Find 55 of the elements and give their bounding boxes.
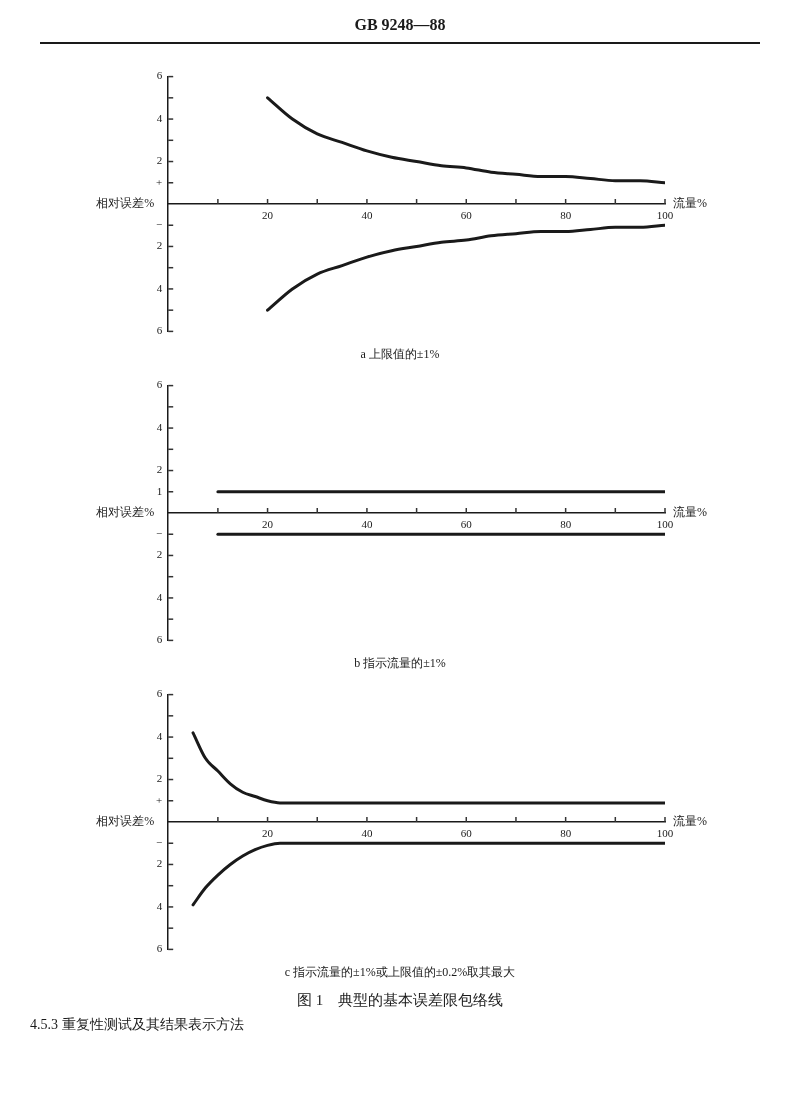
x-axis-title: 流量%	[673, 505, 707, 520]
y-tick-label: −	[155, 218, 163, 231]
line-series	[191, 841, 665, 907]
text: a 上限值的±1%	[359, 346, 441, 363]
y-tick-label: 6	[156, 633, 163, 646]
y-tick-label: +	[155, 793, 163, 806]
y-tick-label: 6	[156, 378, 163, 391]
y-tick-label: 4	[156, 899, 163, 912]
y-tick-label: 6	[156, 324, 163, 337]
y-tick-label: 2	[156, 239, 163, 252]
line-series	[266, 96, 665, 185]
y-tick-label: 1	[156, 484, 163, 497]
y-tick-label: +	[155, 175, 163, 188]
line-series	[191, 731, 665, 805]
y-tick-label: −	[155, 527, 163, 540]
y-tick-label: 2	[156, 857, 163, 870]
x-tick-label: 60	[460, 518, 473, 531]
x-tick-label: 80	[560, 827, 572, 840]
y-tick-label: 6	[156, 687, 163, 700]
x-tick-label: 40	[361, 518, 373, 531]
x-tick-label: 20	[262, 827, 274, 840]
x-tick-label: 80	[560, 518, 572, 531]
text: c 指示流量的±1%或上限值的±0.2%取其最大	[283, 964, 517, 981]
y-tick-label: 2	[156, 772, 163, 785]
x-tick-label: 20	[262, 209, 274, 222]
y-tick-label: 2	[156, 463, 163, 476]
x-axis-title: 流量%	[673, 196, 707, 211]
y-axis-title: 相对误差%	[96, 814, 155, 829]
x-tick-label: 100	[656, 209, 674, 222]
line-series	[266, 223, 665, 312]
x-tick-label: 60	[460, 827, 473, 840]
y-tick-label: −	[155, 836, 163, 849]
x-tick-label: 40	[361, 827, 373, 840]
x-tick-label: 40	[361, 209, 373, 222]
x-tick-label: 20	[262, 518, 274, 531]
y-axis-title: 相对误差%	[96, 196, 155, 211]
y-tick-label: 4	[156, 111, 163, 124]
y-tick-label: 4	[156, 590, 163, 603]
x-tick-label: 100	[656, 827, 674, 840]
text: 4.5.3 重复性测试及其结果表示方法	[30, 1016, 245, 1034]
caption: 图 1 典型的基本误差限包络线	[295, 991, 505, 1010]
text: GB 9248—88	[40, 0, 760, 44]
y-tick-label: 6	[156, 69, 163, 82]
y-tick-label: 6	[156, 942, 163, 955]
x-tick-label: 80	[560, 209, 572, 222]
y-axis-title: 相对误差%	[96, 505, 155, 520]
y-tick-label: 4	[156, 420, 163, 433]
text: b 指示流量的±1%	[353, 655, 447, 672]
y-tick-label: 4	[156, 281, 163, 294]
x-axis-title: 流量%	[673, 814, 707, 829]
y-tick-label: 2	[156, 154, 163, 167]
x-tick-label: 60	[460, 209, 473, 222]
y-tick-label: 4	[156, 729, 163, 742]
x-tick-label: 100	[656, 518, 674, 531]
y-tick-label: 2	[156, 548, 163, 561]
